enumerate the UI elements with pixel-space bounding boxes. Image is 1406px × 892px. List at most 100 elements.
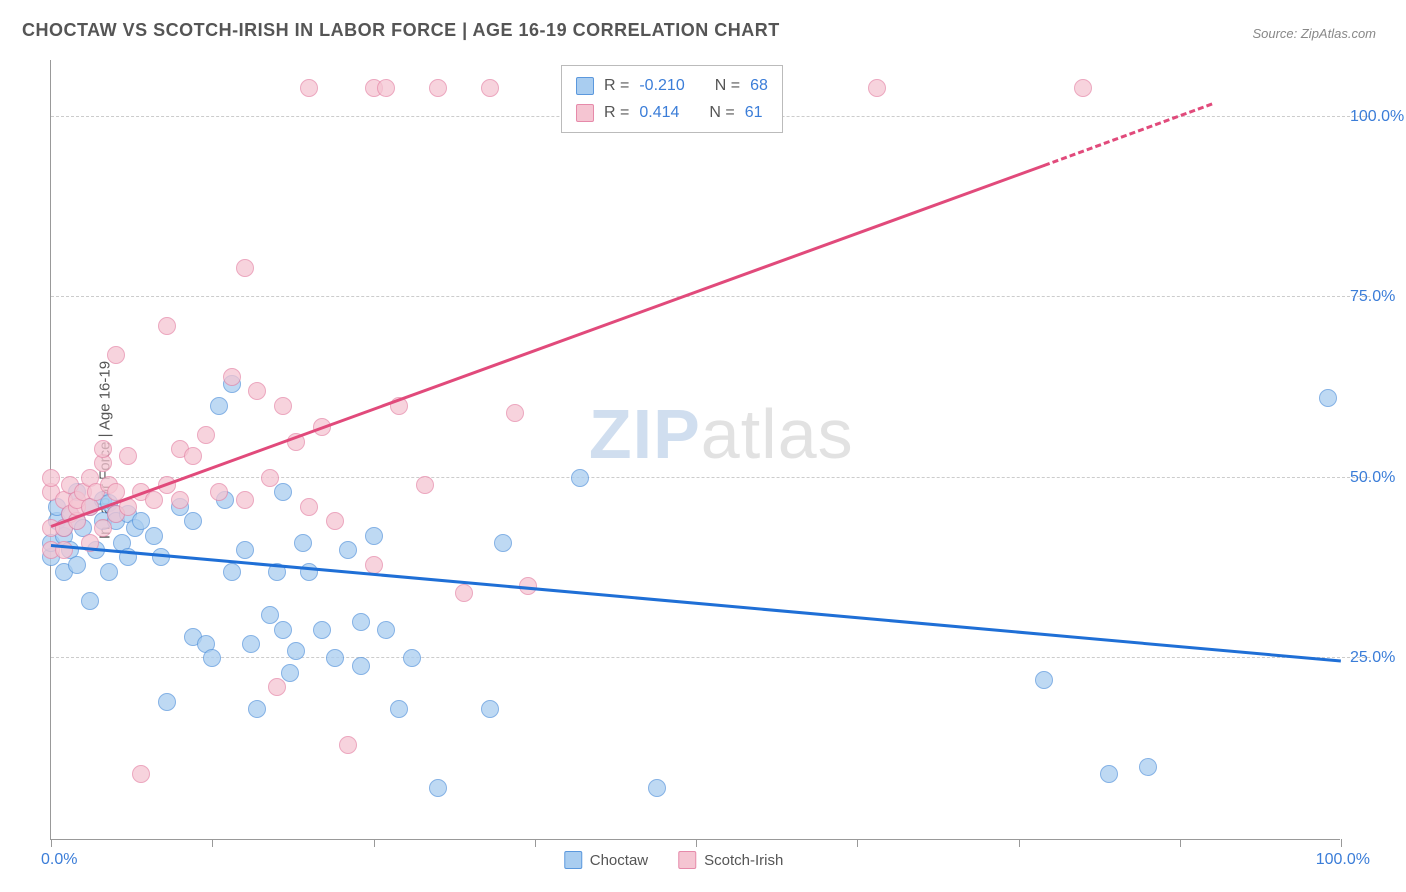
x-tick — [857, 839, 858, 847]
scatter-point — [481, 700, 499, 718]
scatter-point — [300, 563, 318, 581]
scatter-point — [1139, 758, 1157, 776]
scatter-point — [1100, 765, 1118, 783]
scatter-point — [132, 512, 150, 530]
watermark: ZIPatlas — [589, 394, 854, 474]
chart-title: CHOCTAW VS SCOTCH-IRISH IN LABOR FORCE |… — [22, 20, 780, 41]
gridline — [51, 296, 1370, 297]
source-attribution: Source: ZipAtlas.com — [1252, 26, 1376, 41]
legend-label: Scotch-Irish — [704, 852, 783, 869]
scatter-point — [119, 447, 137, 465]
scatter-point — [300, 79, 318, 97]
scatter-point — [365, 527, 383, 545]
scatter-point — [248, 382, 266, 400]
scatter-point — [377, 621, 395, 639]
gridline — [51, 657, 1370, 658]
gridline — [51, 477, 1370, 478]
scatter-point — [261, 469, 279, 487]
scatter-point — [107, 346, 125, 364]
watermark-atlas: atlas — [701, 395, 854, 473]
scatter-point — [158, 693, 176, 711]
scatter-point — [171, 491, 189, 509]
scatter-point — [203, 649, 221, 667]
n-label: N = — [715, 72, 740, 99]
scatter-point — [68, 556, 86, 574]
scatter-point — [326, 649, 344, 667]
scatter-point — [145, 491, 163, 509]
scatter-point — [481, 79, 499, 97]
scatter-point — [268, 678, 286, 696]
watermark-zip: ZIP — [589, 395, 701, 473]
scatter-point — [158, 317, 176, 335]
scatter-point — [1035, 671, 1053, 689]
scatter-point — [868, 79, 886, 97]
scatter-point — [1074, 79, 1092, 97]
scatter-point — [223, 368, 241, 386]
legend-item: Scotch-Irish — [678, 851, 783, 869]
n-label: N = — [709, 99, 734, 126]
scatter-point — [648, 779, 666, 797]
scatter-point — [506, 404, 524, 422]
scatter-point — [281, 664, 299, 682]
scatter-point — [365, 556, 383, 574]
y-tick-label: 50.0% — [1350, 469, 1406, 487]
stats-swatch-scotchirish — [576, 104, 594, 122]
scatter-point — [429, 779, 447, 797]
scatter-point — [210, 483, 228, 501]
scatter-point — [352, 613, 370, 631]
scatter-point — [242, 635, 260, 653]
n-value: 61 — [745, 99, 763, 126]
correlation-stats-box: R = -0.210 N = 68 R = 0.414 N = 61 — [561, 65, 783, 133]
x-tick — [1019, 839, 1020, 847]
scatter-point — [274, 621, 292, 639]
x-tick — [212, 839, 213, 847]
legend-item: Choctaw — [564, 851, 648, 869]
r-value: 0.414 — [639, 99, 679, 126]
stats-row: R = -0.210 N = 68 — [576, 72, 768, 99]
scatter-point — [294, 534, 312, 552]
scatter-point — [300, 498, 318, 516]
scatter-point — [274, 483, 292, 501]
r-value: -0.210 — [639, 72, 684, 99]
x-tick — [374, 839, 375, 847]
scatter-point — [313, 621, 331, 639]
x-tick — [1341, 839, 1342, 847]
y-tick-label: 75.0% — [1350, 288, 1406, 306]
scatter-point — [197, 426, 215, 444]
scatter-point — [287, 642, 305, 660]
scatter-point — [94, 519, 112, 537]
scatter-point — [326, 512, 344, 530]
scatter-point — [1319, 389, 1337, 407]
scatter-point — [236, 491, 254, 509]
scatter-point — [377, 79, 395, 97]
scatter-point — [339, 541, 357, 559]
x-axis-max-label: 100.0% — [1316, 851, 1370, 869]
scatter-point — [429, 79, 447, 97]
chart-plot-area: In Labor Force | Age 16-19 ZIPatlas 25.0… — [50, 60, 1340, 840]
scatter-point — [42, 469, 60, 487]
scatter-point — [455, 584, 473, 602]
legend-swatch-scotchirish — [678, 851, 696, 869]
n-value: 68 — [750, 72, 768, 99]
x-tick — [696, 839, 697, 847]
bottom-legend: Choctaw Scotch-Irish — [564, 851, 784, 869]
x-tick — [51, 839, 52, 847]
scatter-point — [132, 765, 150, 783]
scatter-point — [571, 469, 589, 487]
scatter-point — [274, 397, 292, 415]
scatter-point — [236, 259, 254, 277]
scatter-point — [145, 527, 163, 545]
trend-line — [1044, 103, 1213, 167]
scatter-point — [184, 512, 202, 530]
r-label: R = — [604, 72, 629, 99]
scatter-point — [339, 736, 357, 754]
scatter-point — [261, 606, 279, 624]
stats-row: R = 0.414 N = 61 — [576, 99, 768, 126]
scatter-point — [390, 700, 408, 718]
scatter-point — [210, 397, 228, 415]
trend-line — [50, 164, 1044, 528]
x-tick — [535, 839, 536, 847]
scatter-point — [223, 563, 241, 581]
scatter-point — [403, 649, 421, 667]
scatter-point — [352, 657, 370, 675]
